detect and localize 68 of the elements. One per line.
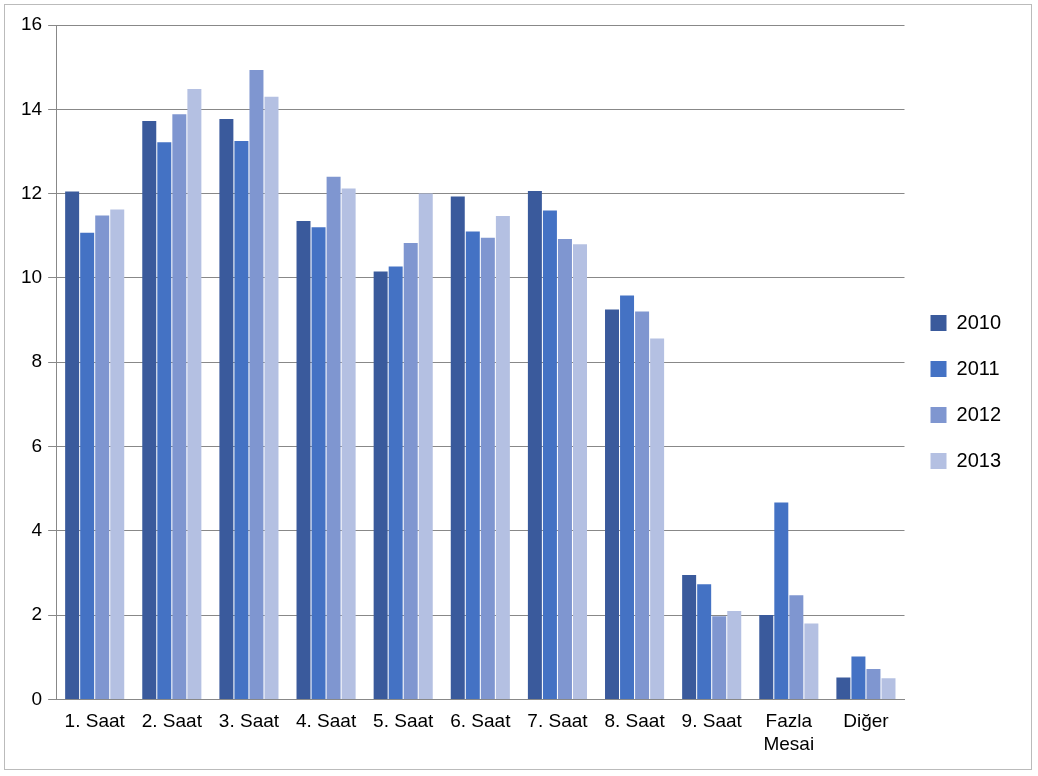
x-tick-label: 5. Saat: [373, 710, 435, 732]
y-tick-label: 10: [20, 266, 43, 288]
x-tick-label: 1. Saat: [64, 710, 126, 732]
y-tick-label: 6: [31, 434, 43, 456]
bar: [527, 191, 542, 699]
bar: [789, 595, 804, 699]
x-tick-label: 7. Saat: [527, 710, 589, 732]
legend-label: 2013: [956, 448, 1002, 471]
bar: [804, 623, 819, 699]
x-tick-label: 2. Saat: [141, 710, 203, 732]
bar: [249, 70, 264, 699]
legend-label: 2011: [956, 356, 1000, 379]
bar: [65, 191, 80, 699]
bar: [650, 338, 665, 699]
x-tick-label: Fazla Mesai: [763, 710, 815, 754]
bar: [311, 227, 326, 699]
bar: [605, 309, 620, 699]
y-tick-label: 14: [20, 97, 43, 119]
bar: [727, 610, 742, 699]
bar: [465, 231, 480, 699]
bar: [234, 140, 249, 699]
bar: [110, 209, 125, 699]
bar: [495, 215, 510, 699]
y-tick-label: 16: [20, 13, 43, 35]
y-tick-label: 0: [31, 687, 43, 709]
bar: [774, 502, 789, 699]
bar: [712, 616, 727, 699]
bar: [851, 656, 866, 699]
x-tick-label: 3. Saat: [218, 710, 280, 732]
bar: [542, 210, 557, 699]
y-tick-label: 4: [31, 519, 43, 541]
bar: [403, 242, 418, 699]
bar: [341, 188, 356, 699]
x-tick-label: 4. Saat: [295, 710, 357, 732]
bar: [373, 271, 388, 699]
bar: [697, 584, 712, 699]
y-tick-label: 2: [31, 603, 43, 625]
bar: [80, 232, 95, 699]
bar: [142, 121, 157, 699]
x-tick-label: 9. Saat: [681, 710, 743, 732]
bar: [759, 615, 774, 699]
bar: [187, 89, 202, 699]
bar: [172, 114, 187, 699]
bar: [418, 193, 433, 699]
bar: [866, 669, 881, 699]
legend-label: 2012: [956, 402, 1002, 425]
y-tick-label: 8: [31, 350, 43, 372]
bar: [573, 244, 587, 699]
bar: [620, 295, 635, 699]
bar: [296, 221, 311, 699]
bar: [682, 575, 697, 699]
bar: [388, 266, 403, 699]
bar: [95, 215, 110, 699]
bar: [219, 119, 234, 699]
bar: [635, 311, 650, 699]
bar: [881, 678, 896, 699]
bar: [450, 196, 465, 699]
bar: [836, 677, 851, 699]
bar: [157, 142, 172, 699]
bar: [326, 176, 341, 699]
x-tick-label: 8. Saat: [604, 710, 666, 732]
x-tick-label: Diğer: [843, 710, 890, 732]
y-tick-label: 12: [20, 181, 43, 203]
bar: [480, 237, 495, 699]
bar: [557, 239, 572, 699]
x-tick-label: 6. Saat: [450, 710, 512, 732]
bar: [264, 96, 279, 699]
legend-label: 2010: [956, 310, 1002, 333]
